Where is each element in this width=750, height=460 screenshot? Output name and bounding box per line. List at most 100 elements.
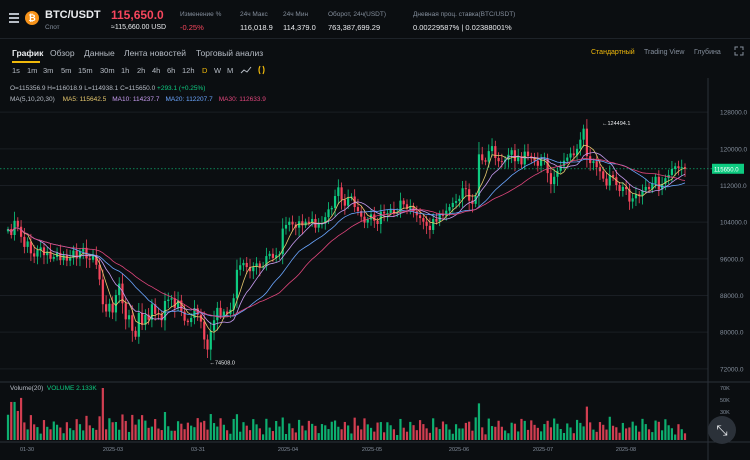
candle-body [526, 151, 530, 157]
stat-label: Дневная проц. ставка(BTC/USDT) [413, 11, 516, 18]
volume-bar [569, 427, 572, 440]
volume-bar [373, 431, 376, 440]
interval-30m[interactable]: 30m [100, 66, 115, 75]
interval-15m[interactable]: 15m [78, 66, 93, 75]
volume-bar [490, 426, 494, 440]
candle-body [219, 307, 222, 316]
candle-body [418, 215, 422, 219]
interval-4h[interactable]: 4h [152, 66, 161, 75]
candle-body [605, 178, 608, 186]
candle-body [425, 221, 428, 226]
candle-body [33, 253, 36, 257]
tab-5[interactable]: Торговый анализ [196, 48, 264, 58]
tab-1[interactable]: График [12, 48, 44, 58]
interval-6h[interactable]: 6h [167, 66, 176, 75]
candle-body [566, 157, 569, 161]
candle-body [36, 250, 39, 257]
volume-bar [369, 427, 373, 440]
price-chart[interactable]: 128000.0 120000.0 112000.0 104000.0 96000.0 8… [0, 78, 750, 460]
candle-body [242, 262, 245, 266]
volume-bar [65, 422, 68, 440]
volume-bar [98, 416, 101, 440]
stat-value: 763,387,699.29 [328, 23, 381, 32]
candle-body [454, 201, 458, 203]
x-tick-label: 2025-05 [362, 447, 382, 453]
volume-bar [131, 414, 134, 440]
volume-legend: Volume(20) VOLUME 2.133K [10, 385, 97, 392]
ma-value: MA10: 114237.7 [112, 96, 160, 103]
volume-bar [566, 423, 569, 440]
interval-W[interactable]: W [214, 66, 222, 75]
volume-bar [317, 433, 320, 440]
line-type-icon[interactable] [240, 66, 252, 75]
candle-body [386, 213, 389, 214]
y-tick-label: 112000.0 [720, 183, 747, 190]
volume-bar [379, 422, 382, 440]
interval-5m[interactable]: 5m [61, 66, 72, 75]
interval-1m[interactable]: 1m [27, 66, 38, 75]
interval-D[interactable]: D [202, 66, 208, 75]
volume-bar [219, 418, 222, 440]
candle-body [29, 241, 32, 254]
candle-body [98, 264, 101, 280]
interval-12h[interactable]: 12h [182, 66, 195, 75]
current-price-badge [712, 163, 744, 174]
candle-body [23, 236, 26, 247]
candle-body [140, 312, 144, 325]
indicators-icon[interactable] [257, 65, 266, 75]
candle-body [412, 206, 415, 212]
volume-bar [307, 420, 310, 440]
volume-bar [579, 422, 582, 440]
interval-1h[interactable]: 1h [121, 66, 130, 75]
candle-body [611, 174, 615, 178]
volume-bar [366, 424, 369, 440]
volume-bar [118, 429, 121, 440]
candle-body [232, 298, 235, 310]
volume-bar [350, 433, 353, 440]
expand-icon[interactable] [734, 46, 744, 56]
volume-bar [487, 418, 490, 440]
volume-bar [167, 426, 170, 440]
volume-bar [471, 430, 474, 440]
volume-bar [386, 422, 389, 440]
volume-bar [294, 432, 297, 440]
stat-value: -0.25% [180, 23, 204, 32]
candle-body [65, 255, 68, 261]
volume-bar [425, 428, 428, 440]
zoom-icon[interactable]: ⤡ [708, 416, 736, 444]
interval-2h[interactable]: 2h [137, 66, 146, 75]
menu-icon[interactable] [9, 13, 19, 23]
volume-bar [157, 428, 160, 440]
tab-2[interactable]: Обзор [50, 48, 75, 58]
candle-body [598, 167, 602, 172]
candle-body [268, 253, 271, 257]
volume-tick-label: 30K [720, 410, 730, 416]
tab-3[interactable]: Данные [84, 48, 115, 58]
volume-bar [301, 425, 304, 440]
pair-symbol[interactable]: BTC/USDT [45, 9, 101, 21]
volume-bar [441, 421, 445, 440]
volume-value: VOLUME 2.133K [46, 385, 97, 392]
ma-value: MA30: 112633.9 [218, 96, 266, 103]
volume-bar [605, 429, 608, 440]
candle-body [324, 217, 327, 224]
volume-bar [644, 424, 647, 440]
candle-body [16, 220, 19, 227]
view-option-3[interactable]: Глубина [694, 49, 721, 56]
candle-body [356, 207, 360, 212]
volume-bar [484, 434, 487, 440]
ma-line [7, 152, 686, 326]
candle-body [137, 312, 140, 337]
interval-3m[interactable]: 3m [43, 66, 54, 75]
candle-body [347, 197, 350, 206]
volume-bar [468, 421, 471, 440]
interval-M[interactable]: M [227, 66, 234, 75]
volume-bar [598, 422, 602, 440]
view-option-2[interactable]: Trading View [644, 49, 685, 56]
volume-bar [85, 415, 88, 440]
view-option-1[interactable]: Стандартный [591, 49, 635, 56]
interval-1s[interactable]: 1s [12, 66, 20, 75]
candle-body [451, 202, 454, 208]
volume-bar [258, 428, 261, 440]
tab-4[interactable]: Лента новостей [124, 48, 186, 58]
